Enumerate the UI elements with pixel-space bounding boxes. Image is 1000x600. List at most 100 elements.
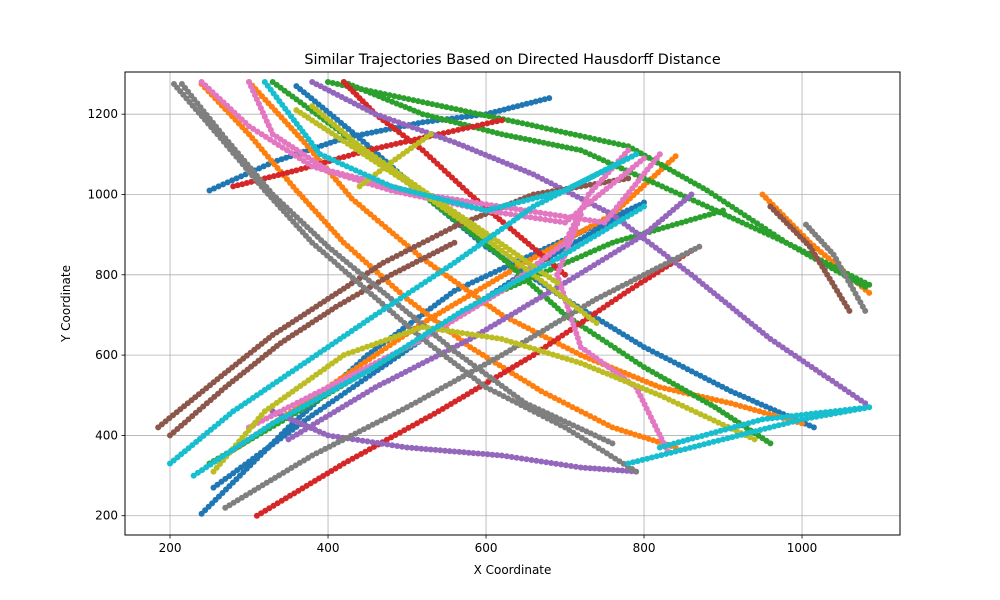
trajectory-point-947 (334, 81, 341, 87)
trajectory-point-3432 (738, 431, 745, 438)
trajectory-point-3115 (326, 155, 332, 162)
trajectory-point-1687 (334, 433, 341, 440)
trajectory-point-3484 (745, 420, 752, 427)
trajectory-point-676 (765, 411, 772, 417)
trajectory-point-656 (671, 387, 678, 394)
trajectory-point-2199 (327, 169, 334, 175)
trajectory-point-2915 (670, 398, 677, 405)
trajectory-point-518 (551, 395, 558, 401)
trajectory-point-3331 (321, 391, 328, 398)
trajectory-point-1743 (605, 466, 612, 473)
trajectory-point-2870 (464, 330, 471, 337)
trajectory-point-1732 (553, 460, 560, 467)
trajectory-point-3136 (421, 191, 428, 198)
trajectory-point-2892 (568, 357, 575, 364)
trajectory-point-3495 (694, 434, 701, 441)
trajectory-point-1686 (330, 433, 336, 440)
trajectory-point-2912 (656, 392, 663, 399)
trajectory-point-529 (600, 419, 607, 426)
trajectory-point-350 (224, 179, 231, 186)
trajectory-point-3468 (822, 409, 829, 416)
trajectory-point-392 (415, 120, 422, 127)
trajectory-point-1454 (393, 140, 399, 147)
trajectory-point-79 (496, 266, 503, 273)
trajectory-point-3424 (701, 441, 708, 448)
trajectory-point-1182 (706, 211, 713, 218)
trajectory-point-2716 (408, 401, 415, 408)
trajectory-point-1173 (664, 223, 671, 230)
trajectory-point-992 (548, 126, 555, 133)
trajectory-point-1185 (720, 207, 726, 214)
trajectory-point-2849 (364, 343, 371, 350)
trajectory-point-896 (654, 181, 661, 188)
trajectory-point-3149 (483, 207, 489, 214)
trajectory-point-2208 (369, 181, 376, 188)
trajectory-series-35 (190, 203, 647, 479)
trajectory-point-1721 (498, 452, 505, 459)
trajectory-point-1671 (862, 400, 869, 407)
trajectory-point-3472 (803, 411, 810, 418)
trajectory-point-2244 (542, 216, 549, 223)
trajectory-point-945 (325, 79, 331, 85)
trajectory-point-3129 (388, 183, 395, 190)
trajectory-point-3428 (720, 436, 726, 443)
y-tick-label-1: 400 (95, 428, 118, 442)
trajectory-point-1954 (587, 181, 594, 188)
trajectory-point-1464 (440, 130, 447, 137)
axis-ticks: 200 400 600 800 1000 200 400 600 800 1000 1200 (87, 107, 817, 555)
trajectory-point-410 (501, 106, 508, 113)
trajectory-point-1723 (508, 454, 515, 460)
trajectory-point-537 (636, 433, 643, 439)
trajectory-point-3134 (411, 189, 418, 196)
trajectory-point-2876 (493, 335, 500, 342)
trajectory-point-1711 (451, 448, 458, 455)
trajectory-point-2130 (512, 206, 519, 212)
trajectory-point-2924 (711, 417, 717, 424)
trajectory-point-3010 (593, 320, 600, 326)
trajectory-point-1005 (610, 140, 617, 147)
trajectory-point-1593 (548, 180, 554, 187)
trajectory-point-2858 (405, 329, 412, 335)
trajectory-point-3486 (736, 422, 743, 429)
trajectory-point-1715 (470, 450, 477, 457)
trajectory-point-526 (587, 413, 594, 420)
trajectory-point-3490 (717, 427, 724, 434)
trajectory-point-2853 (382, 337, 389, 344)
trajectory-point-2933 (751, 436, 758, 443)
trajectory-series-26 (178, 81, 616, 447)
trajectory-point-3426 (710, 438, 717, 445)
trajectory-point-667 (723, 399, 730, 406)
trajectory-point-3135 (416, 190, 423, 197)
trajectory-point-1555 (377, 112, 384, 119)
trajectory-point-2880 (512, 340, 519, 347)
trajectory-point-3483 (750, 418, 757, 425)
trajectory-point-3117 (334, 159, 341, 166)
trajectory-point-72 (465, 281, 471, 288)
trajectory-point-3376 (511, 279, 517, 286)
trajectory-point-3161 (538, 193, 545, 200)
trajectory-point-2188 (279, 144, 286, 151)
trajectory-point-3427 (715, 437, 722, 444)
trajectory-point-847 (429, 113, 436, 120)
trajectory-point-383 (373, 128, 380, 135)
trajectory-point-3494 (698, 433, 705, 439)
trajectory-point-1569 (442, 136, 449, 142)
trajectory-point-3131 (397, 185, 404, 192)
trajectory-point-1473 (484, 120, 491, 127)
trajectory-point-3491 (712, 429, 719, 436)
trajectory-point-3423 (696, 442, 703, 449)
trajectory-point-2873 (479, 333, 486, 339)
trajectory-point-1719 (489, 451, 496, 458)
trajectory-point-1065 (862, 283, 869, 290)
trajectory-point-991 (543, 125, 550, 132)
y-tick-label-4: 1000 (87, 187, 118, 201)
trajectory-point-3471 (808, 410, 814, 417)
trajectory-point-3418 (672, 448, 679, 455)
trajectory-point-2197 (318, 166, 325, 173)
trajectory-point-1175 (674, 220, 680, 227)
trajectory-point-75 (478, 275, 485, 282)
trajectory-point-865 (512, 134, 519, 141)
trajectory-point-869 (531, 137, 538, 144)
trajectory-point-1730 (543, 459, 550, 466)
trajectory-point-527 (591, 415, 598, 422)
